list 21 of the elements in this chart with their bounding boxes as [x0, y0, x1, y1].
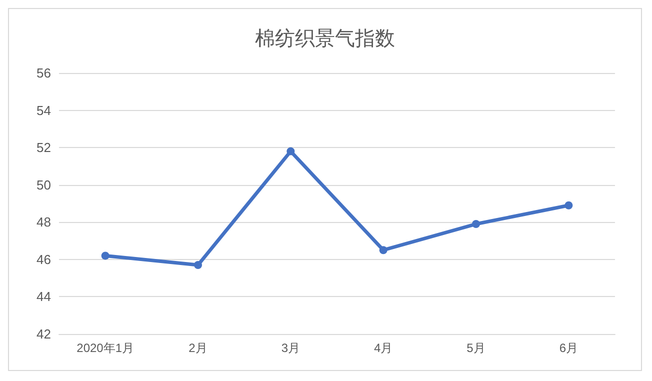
point [379, 246, 388, 254]
x-tick-label: 5月 [466, 341, 486, 355]
y-tick-label: 54 [36, 102, 51, 118]
y-tick-label: 46 [36, 252, 51, 267]
chart-title: 棉纺织景气指数 [255, 26, 395, 50]
point [101, 252, 110, 260]
x-tick-label: 2月 [188, 341, 208, 355]
y-tick-label: 44 [36, 289, 51, 304]
point [472, 220, 480, 228]
point [286, 147, 295, 156]
x-tick-label: 3月 [281, 341, 300, 355]
point [194, 261, 202, 270]
y-tick-label: 52 [36, 140, 51, 156]
point [564, 201, 573, 210]
x-tick-label: 4月 [374, 341, 393, 355]
y-tick-label: 56 [36, 66, 51, 80]
y-tick-label: 42 [36, 326, 51, 342]
y-tick-label: 48 [36, 214, 51, 230]
x-tick-label: 2020年1月 [76, 341, 134, 355]
x-tick-label: 6月 [559, 341, 578, 355]
y-tick-label: 50 [36, 177, 51, 192]
